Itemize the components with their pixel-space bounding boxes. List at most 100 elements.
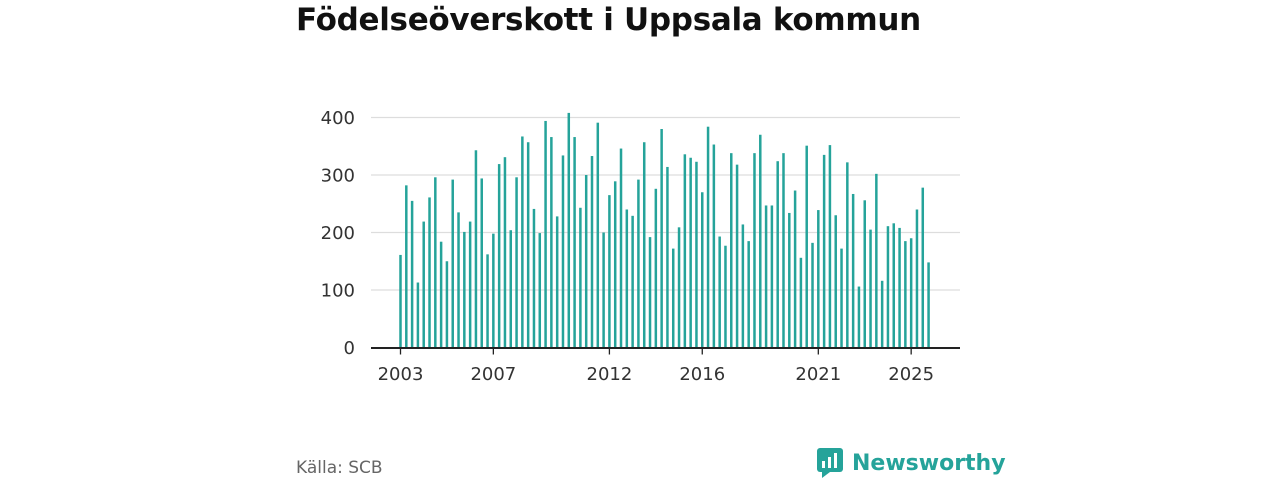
bar xyxy=(811,242,814,348)
bar xyxy=(724,245,727,348)
bar xyxy=(886,226,890,348)
bar xyxy=(909,238,913,348)
bar xyxy=(764,205,768,348)
bar xyxy=(671,248,675,348)
bar xyxy=(875,173,878,348)
bar xyxy=(608,195,611,348)
bar xyxy=(619,148,623,348)
bar xyxy=(521,136,524,348)
bar xyxy=(648,237,652,348)
bar xyxy=(509,230,513,348)
bar xyxy=(782,153,785,348)
bar xyxy=(428,197,431,348)
bar xyxy=(718,236,721,348)
newsworthy-logo-icon xyxy=(817,448,843,478)
bar xyxy=(828,145,832,348)
bar xyxy=(759,134,762,348)
bar xyxy=(880,280,884,348)
bar xyxy=(405,185,408,348)
bar xyxy=(637,179,640,348)
bar xyxy=(822,154,826,348)
bar xyxy=(416,282,420,348)
bar xyxy=(741,224,745,348)
bar xyxy=(486,254,489,348)
bar-chart: 0 100 200 300 400 2003 2007 2012 2016 2021 2025 xyxy=(321,108,960,385)
bar xyxy=(677,227,681,348)
bar xyxy=(788,212,791,348)
bar xyxy=(439,241,443,348)
x-axis-ticks: 2003 2007 2012 2016 2021 2025 xyxy=(378,348,934,385)
bar xyxy=(863,200,866,348)
bar xyxy=(497,164,501,348)
bar xyxy=(532,208,536,348)
bar xyxy=(596,122,600,348)
bar xyxy=(474,150,478,348)
bar xyxy=(666,166,669,348)
bar xyxy=(747,241,750,348)
x-tick-label: 2003 xyxy=(378,364,424,385)
bar xyxy=(463,231,466,348)
bar xyxy=(399,254,402,348)
y-tick-label: 300 xyxy=(321,166,355,187)
bar xyxy=(799,257,803,348)
bar xyxy=(898,227,901,348)
bar xyxy=(695,161,698,348)
bar xyxy=(550,137,553,348)
bar xyxy=(921,187,925,348)
bar xyxy=(579,207,582,348)
bar xyxy=(602,232,605,348)
bars xyxy=(399,112,930,348)
bar xyxy=(422,221,425,348)
bar xyxy=(434,177,437,348)
x-tick-label: 2021 xyxy=(795,364,841,385)
y-axis-ticks: 0 100 200 300 400 xyxy=(321,108,355,359)
bar xyxy=(567,112,571,348)
y-tick-label: 100 xyxy=(321,281,355,302)
bar xyxy=(730,153,733,348)
bar xyxy=(805,145,808,348)
bar xyxy=(817,210,820,348)
bar xyxy=(631,215,634,348)
bar xyxy=(590,156,594,348)
bar xyxy=(927,262,930,348)
x-tick-label: 2007 xyxy=(470,364,516,385)
bar xyxy=(555,216,559,348)
bar xyxy=(457,212,460,348)
bar xyxy=(468,221,472,348)
bar xyxy=(526,142,530,348)
bar xyxy=(770,205,774,348)
source-label: Källa: SCB xyxy=(296,458,383,478)
bar xyxy=(857,286,861,348)
bar xyxy=(904,241,907,348)
bar xyxy=(735,164,739,348)
y-tick-label: 200 xyxy=(321,223,355,244)
bar xyxy=(776,161,779,348)
bar xyxy=(851,193,855,348)
bar xyxy=(683,154,687,348)
bar xyxy=(793,190,797,348)
bar xyxy=(846,162,849,348)
x-tick-label: 2016 xyxy=(679,364,725,385)
bar xyxy=(410,200,414,348)
bar xyxy=(892,223,896,348)
bar xyxy=(480,178,483,348)
bar xyxy=(642,142,646,348)
chart-title: Födelseöverskott i Uppsala kommun xyxy=(296,2,921,38)
bar xyxy=(654,188,658,348)
bar xyxy=(915,209,919,348)
bar xyxy=(613,181,617,348)
bar xyxy=(573,137,576,348)
y-tick-label: 0 xyxy=(344,338,355,359)
bar xyxy=(538,233,542,348)
bar xyxy=(840,248,843,348)
y-tick-label: 400 xyxy=(321,108,355,129)
bar xyxy=(515,177,518,348)
bar xyxy=(689,157,692,348)
bar xyxy=(584,175,588,348)
brand-name: Newsworthy xyxy=(852,450,1006,476)
x-tick-label: 2025 xyxy=(888,364,934,385)
bar xyxy=(706,126,710,348)
bar xyxy=(660,129,663,348)
newsworthy-logo: Newsworthy xyxy=(816,447,1006,479)
bar xyxy=(869,229,872,348)
